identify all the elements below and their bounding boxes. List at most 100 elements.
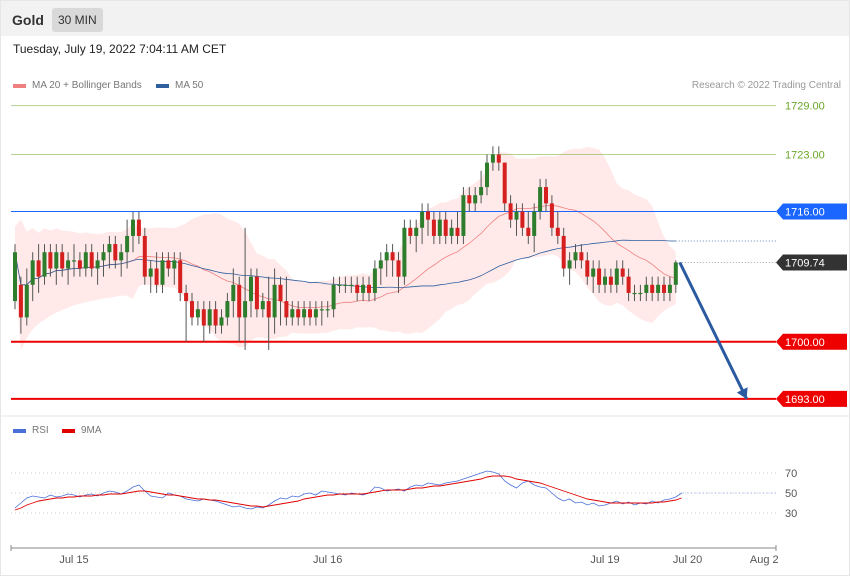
candle-body [60,252,65,269]
x-tick-label: Jul 15 [59,554,88,566]
candle-body [190,301,194,318]
candle-body [343,284,348,286]
candle-body [178,260,183,293]
candle-body [355,284,360,293]
candle-body [254,276,259,310]
candle-body [614,268,619,285]
legend-rsi-ma: 9MA [62,425,102,436]
legend-rsi-swatch [13,428,26,433]
candle-body [213,309,218,326]
candle-body [18,284,23,318]
candle-body [313,309,318,318]
candle-body [136,219,141,236]
candle-body [626,276,631,293]
candle-body [101,252,106,261]
candle-body [272,284,277,318]
candle-body [673,262,678,285]
candle-body [544,187,548,204]
candle-body [325,309,330,311]
candle-body [54,252,59,269]
candle-body [195,309,200,318]
candle-body [549,203,554,228]
candle-body [296,309,301,318]
level-tag-4 [776,333,847,350]
candle-body [620,268,625,277]
candle-body [514,211,519,220]
candle-body [125,235,130,253]
candle-body [573,252,578,261]
candle-body [367,284,371,293]
candle-body [372,268,377,293]
candle-body [290,309,295,318]
candle-body [585,260,590,277]
candle-body [485,162,489,188]
candle-body [331,284,336,310]
candle-body [219,317,224,326]
candle-body [479,187,484,196]
candle-body [148,268,153,277]
candle-body [638,292,643,295]
candle-body [113,244,118,261]
candle-body [603,276,607,285]
chart-header: Gold 30 MIN [1,1,849,36]
candle-body [396,260,401,277]
candle-body [579,252,584,261]
legend-bb: MA 20 + Bollinger Bands [13,80,142,91]
x-tick-label: Jul 20 [673,554,702,566]
candle-body [349,284,354,286]
candle-body [467,195,472,204]
candle-body [667,284,672,293]
candle-body [538,187,543,212]
legend-rsi-label: RSI [32,425,49,436]
candle-body [337,284,342,286]
candle-body [266,301,271,318]
candle-body [608,276,613,285]
candle-body [83,252,88,269]
legend-ma50-label: MA 50 [175,80,204,91]
candle-body [131,219,135,236]
candle-body [172,260,177,269]
candle-body [437,219,442,236]
candle-body [184,292,189,302]
candle-body [555,227,560,236]
candle-body [532,211,537,236]
candle-body [420,211,425,228]
legend-bb-label: MA 20 + Bollinger Bands [32,80,142,91]
timeframe-badge[interactable]: 30 MIN [52,8,103,32]
candle-body [662,284,666,293]
candle-body [154,268,159,285]
candle-body [591,268,596,277]
rsi-ma-line [14,475,682,511]
level-label-1: 1723.00 [785,149,825,161]
candle-body [390,252,395,261]
candle-body [449,227,454,236]
candle-body [561,235,566,269]
level-label-3: 1709.74 [785,257,825,269]
candle-body [278,284,283,302]
candle-body [142,235,147,277]
candle-body [473,195,478,204]
x-tick-label: Jul 16 [313,554,342,566]
candle-body [36,260,41,277]
candle-body [308,309,312,318]
instrument-title: Gold [12,12,44,28]
rsi-tick-label: 70 [785,468,797,480]
candle-body [207,309,212,326]
candle-body [443,219,448,236]
projection-arrowhead [736,387,748,399]
level-tag-2 [776,203,847,220]
candle-body [319,309,324,311]
candle-body [48,252,53,269]
candle-body [231,284,236,302]
projection-arrow [678,261,748,400]
candle-body [24,284,29,318]
x-tick-label: Jul 19 [590,554,619,566]
candle-body [431,219,436,236]
candle-body [107,244,112,253]
x-tick-label: Aug 2 [750,554,779,566]
candle-body [72,260,76,262]
candle-body [201,309,206,326]
candle-body [520,211,525,228]
candle-body [650,284,655,293]
